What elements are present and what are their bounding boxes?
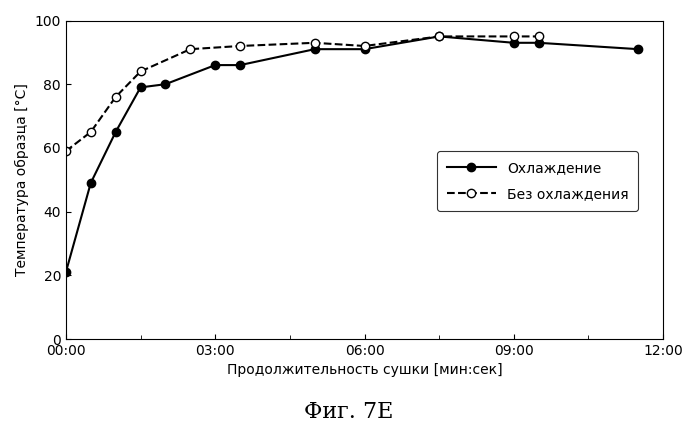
Без охлаждения [360, 43, 369, 49]
Text: Фиг. 7E: Фиг. 7E [304, 401, 394, 422]
Без охлаждения [236, 43, 244, 49]
Охлаждение [311, 47, 319, 52]
X-axis label: Продолжительность сушки [мин:сек]: Продолжительность сушки [мин:сек] [227, 363, 503, 377]
Охлаждение [510, 40, 518, 45]
Без охлаждения [112, 95, 120, 100]
Охлаждение [236, 62, 244, 68]
Без охлаждения [186, 47, 195, 52]
Legend: Охлаждение, Без охлаждения: Охлаждение, Без охлаждения [438, 151, 638, 211]
Без охлаждения [87, 130, 95, 135]
Без охлаждения [311, 40, 319, 45]
Y-axis label: Температура образца [°C]: Температура образца [°C] [15, 83, 29, 276]
Охлаждение [360, 47, 369, 52]
Охлаждение [136, 85, 144, 90]
Охлаждение [87, 181, 95, 186]
Охлаждение [634, 47, 642, 52]
Охлаждение [112, 130, 120, 135]
Без охлаждения [435, 34, 443, 39]
Охлаждение [211, 62, 219, 68]
Line: Без охлаждения: Без охлаждения [61, 32, 543, 155]
Без охлаждения [61, 149, 70, 154]
Охлаждение [161, 82, 170, 87]
Без охлаждения [136, 69, 144, 74]
Охлаждение [61, 270, 70, 275]
Line: Охлаждение: Охлаждение [61, 32, 642, 276]
Охлаждение [435, 34, 443, 39]
Без охлаждения [510, 34, 518, 39]
Охлаждение [535, 40, 543, 45]
Без охлаждения [535, 34, 543, 39]
